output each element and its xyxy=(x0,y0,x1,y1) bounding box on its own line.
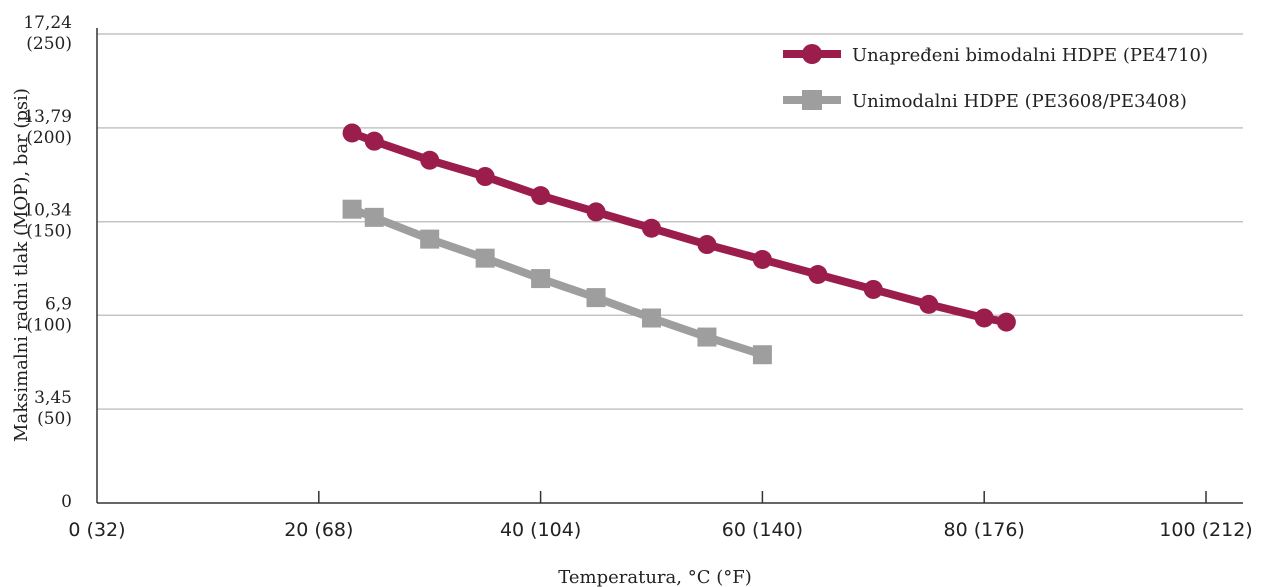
legend-label: Unimodalni HDPE (PE3608/PE3408) xyxy=(852,91,1187,112)
x-tick-label: 100 (212) xyxy=(1159,519,1252,541)
data-point xyxy=(342,199,362,219)
data-point xyxy=(475,248,495,268)
data-point xyxy=(808,264,828,284)
data-point xyxy=(586,288,606,308)
x-tick-label: 40 (104) xyxy=(500,519,581,541)
x-axis-label: Temperatura, °C (°F) xyxy=(558,567,751,587)
legend-swatch-marker xyxy=(802,44,822,64)
data-point xyxy=(475,167,495,187)
data-point xyxy=(420,229,440,249)
x-tick-label: 0 (32) xyxy=(68,519,125,541)
data-point xyxy=(752,250,772,270)
x-tick-label: 60 (140) xyxy=(722,519,803,541)
data-point xyxy=(642,308,661,328)
legend-swatch-marker xyxy=(802,90,822,110)
y-tick-label: 13,79 xyxy=(23,107,72,127)
x-tick-label: 80 (176) xyxy=(944,519,1025,541)
axes: 0 3,45(50) 6,9(100) 10,34(150) 13,79(200) 17,… xyxy=(23,13,1252,541)
data-point xyxy=(642,218,661,238)
y-tick-sublabel: (50) xyxy=(37,409,72,429)
data-point xyxy=(531,269,551,289)
data-point xyxy=(996,312,1016,332)
data-point xyxy=(752,345,772,365)
gridlines xyxy=(97,33,1243,410)
data-point xyxy=(919,294,939,314)
x-tick-label: 20 (68) xyxy=(284,519,353,541)
y-tick-label: 0 xyxy=(61,492,72,512)
series-lines xyxy=(342,123,1016,365)
y-tick-sublabel: (100) xyxy=(26,315,72,335)
data-point xyxy=(974,308,994,328)
data-point xyxy=(420,150,440,170)
y-tick-label: 6,9 xyxy=(45,294,72,314)
y-tick-label: 3,45 xyxy=(34,388,72,408)
y-tick-sublabel: (150) xyxy=(26,222,72,242)
data-point xyxy=(697,235,717,255)
data-point xyxy=(863,279,883,299)
y-tick-sublabel: (250) xyxy=(26,34,72,54)
y-axis-label: Maksimalni radni tlak (MOP), bar (psi) xyxy=(11,88,32,442)
data-point xyxy=(342,123,362,143)
data-point xyxy=(531,186,551,206)
legend: Unapređeni bimodalni HDPE (PE4710) Unimod… xyxy=(783,44,1208,112)
data-point xyxy=(697,327,717,347)
legend-label: Unapređeni bimodalni HDPE (PE4710) xyxy=(852,45,1208,66)
y-tick-label: 17,24 xyxy=(23,13,72,33)
data-point xyxy=(586,202,606,222)
data-point xyxy=(364,207,384,227)
series-line xyxy=(350,129,1008,327)
y-tick-label: 10,34 xyxy=(23,201,72,221)
y-tick-sublabel: (200) xyxy=(26,128,72,148)
data-point xyxy=(364,131,384,151)
